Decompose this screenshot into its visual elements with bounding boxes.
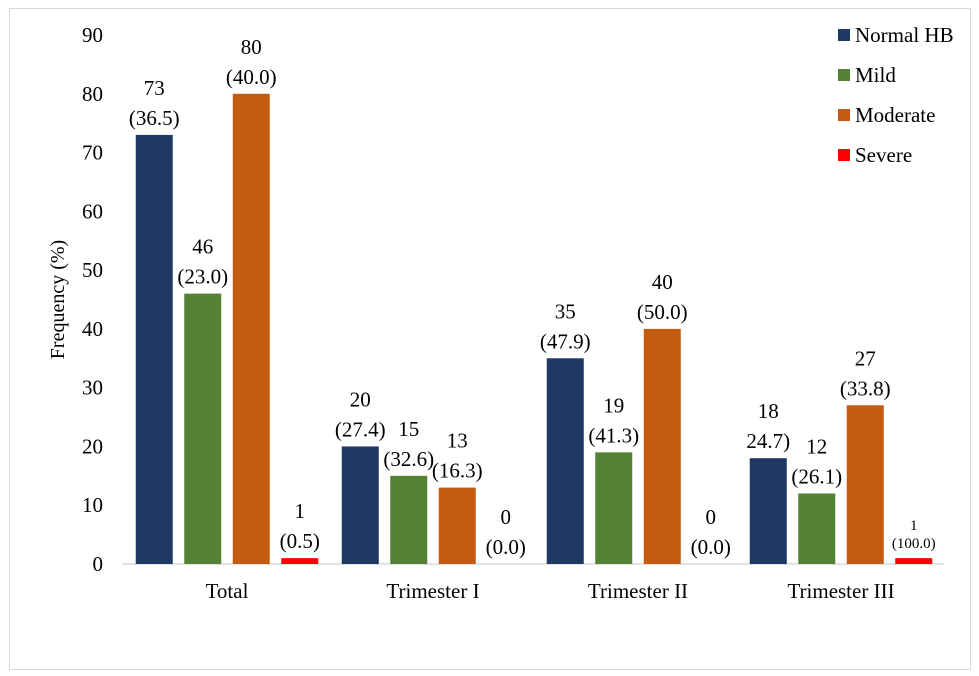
data-label-percent: (40.0) — [226, 65, 277, 89]
legend-swatch — [838, 69, 850, 81]
y-tick-label: 80 — [82, 82, 103, 106]
bar-moderate — [846, 405, 884, 564]
bar-severe — [895, 558, 933, 564]
data-label-percent: (16.3) — [432, 459, 483, 483]
bar-mild — [390, 475, 428, 564]
data-label-percent: (36.5) — [129, 106, 180, 130]
bar-mild — [184, 293, 222, 564]
legend-label: Normal HB — [855, 23, 954, 47]
y-tick-label: 60 — [82, 199, 103, 223]
data-label-count: 0 — [501, 505, 512, 529]
legend-label: Severe — [855, 143, 912, 167]
x-tick-label: Trimester II — [588, 579, 688, 603]
y-tick-label: 40 — [82, 317, 103, 341]
data-label-percent: 24.7) — [746, 429, 790, 453]
data-label-count: 46 — [192, 235, 213, 259]
data-label-count: 35 — [555, 299, 576, 323]
data-label-count: 40 — [652, 270, 673, 294]
data-label-percent: (23.0) — [177, 265, 228, 289]
data-label-count: 19 — [603, 393, 624, 417]
data-label-percent: (41.3) — [588, 423, 639, 447]
y-tick-label: 30 — [82, 376, 103, 400]
bar-moderate — [232, 93, 270, 565]
data-label-percent: (0.0) — [486, 535, 526, 559]
bar-severe — [281, 558, 319, 564]
data-label-percent: (27.4) — [335, 417, 386, 441]
bar-mild — [595, 452, 633, 564]
y-axis-label: Frequency (%) — [47, 240, 69, 359]
data-label-count: 18 — [758, 399, 779, 423]
data-label-count: 1 — [295, 499, 306, 523]
data-label-percent: (26.1) — [791, 464, 842, 488]
data-label-count: 73 — [144, 76, 165, 100]
data-label-percent: (33.8) — [840, 376, 891, 400]
data-label-percent: (32.6) — [383, 447, 434, 471]
data-label-count: 27 — [855, 346, 876, 370]
legend-swatch — [838, 149, 850, 161]
legend-swatch — [838, 29, 850, 41]
y-tick-label: 20 — [82, 434, 103, 458]
bar-mild — [798, 493, 836, 564]
data-label-percent: (50.0) — [637, 300, 688, 324]
data-label-count: 1 — [910, 518, 918, 534]
legend-label: Mild — [855, 63, 896, 87]
data-label-percent: (0.5) — [280, 529, 320, 553]
bar-normal-hb — [135, 134, 173, 564]
x-tick-label: Trimester III — [787, 579, 894, 603]
data-label-percent: (47.9) — [540, 329, 591, 353]
legend-swatch — [838, 109, 850, 121]
y-tick-label: 0 — [93, 552, 104, 576]
data-label-percent: (0.0) — [691, 535, 731, 559]
bar-normal-hb — [546, 358, 584, 564]
y-tick-label: 90 — [82, 23, 103, 47]
data-label-count: 20 — [350, 387, 371, 411]
y-tick-label: 50 — [82, 258, 103, 282]
data-label-count: 0 — [706, 505, 717, 529]
data-label-percent: (100.0) — [892, 536, 936, 552]
data-label-count: 15 — [398, 417, 419, 441]
x-tick-label: Trimester I — [386, 579, 479, 603]
bar-moderate — [438, 487, 476, 564]
legend-label: Moderate — [855, 103, 935, 127]
bar-normal-hb — [749, 458, 787, 564]
x-tick-label: Total — [206, 579, 249, 603]
data-label-count: 80 — [241, 35, 262, 59]
y-tick-label: 70 — [82, 141, 103, 165]
data-label-count: 13 — [447, 429, 468, 453]
data-label-count: 12 — [806, 434, 827, 458]
bar-normal-hb — [341, 446, 379, 564]
bar-moderate — [643, 328, 681, 564]
y-tick-label: 10 — [82, 493, 103, 517]
